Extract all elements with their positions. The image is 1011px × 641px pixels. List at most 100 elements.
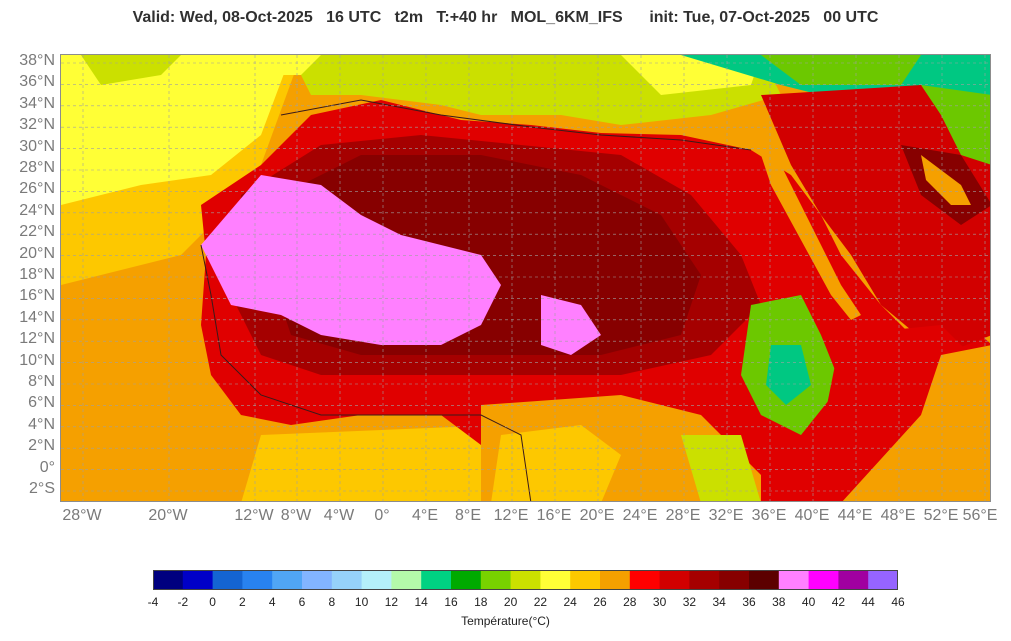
lon-label: 52°E — [923, 507, 959, 524]
lon-label: 40°E — [794, 507, 830, 524]
anatolia-green — [761, 55, 921, 85]
lon-label: 12°W — [234, 507, 274, 524]
colorbar-swatch — [242, 570, 273, 590]
lat-label: 36°N — [19, 73, 55, 91]
colorbar-tick-label: 34 — [712, 595, 726, 609]
lon-label: 44°E — [837, 507, 873, 524]
colorbar-tick-label: 24 — [563, 595, 577, 609]
lon-label: 16°E — [536, 507, 572, 524]
colorbar-swatch — [719, 570, 750, 590]
east-africa-green — [681, 435, 761, 501]
colorbar-swatch — [391, 570, 422, 590]
map-title: Valid: Wed, 08-Oct-2025 16 UTC t2m T:+40… — [132, 9, 879, 26]
lat-label: 12°N — [19, 330, 55, 348]
colorbar-swatch — [659, 570, 690, 590]
lat-label: 2°S — [29, 480, 55, 497]
lat-lon-grid — [61, 55, 990, 501]
lat-label: 20°N — [19, 244, 55, 262]
lon-label: 0° — [374, 507, 390, 524]
lon-label: 56°E — [962, 507, 998, 524]
lat-label: 34°N — [19, 94, 55, 112]
lat-label: 30°N — [19, 137, 55, 155]
colorbar-tick-label: 22 — [533, 595, 548, 609]
lon-label: 28°E — [665, 507, 701, 524]
lat-label: 18°N — [19, 266, 55, 283]
ethiopian-highland-teal — [766, 345, 811, 405]
colorbar-swatch — [182, 570, 214, 590]
colorbar-tick-label: 46 — [891, 595, 905, 609]
lon-label: 12°E — [493, 507, 529, 524]
colorbar-tick-label: 26 — [593, 595, 607, 609]
colorbar-tick-label: 28 — [623, 595, 637, 609]
lat-label: 24°N — [19, 201, 55, 219]
lon-label: 4°E — [412, 507, 438, 524]
indian-ocean — [842, 345, 990, 501]
lat-label: 4°N — [28, 415, 55, 433]
lon-label: 48°E — [880, 507, 916, 524]
lon-label: 20°E — [579, 507, 615, 524]
red-sea — [761, 155, 861, 320]
arabia-coast-yellow — [921, 85, 990, 165]
lat-label: 6°N — [28, 394, 55, 412]
lon-label: 8°E — [455, 507, 481, 524]
lon-label: 4°W — [323, 507, 355, 524]
colorbar-tick-label: 32 — [682, 595, 697, 609]
atlantic-temperate-band — [61, 55, 291, 205]
colorbar-swatch — [689, 570, 720, 590]
colorbar-swatch — [480, 570, 512, 590]
lat-label: 14°N — [19, 308, 55, 326]
persian-gulf — [921, 155, 971, 205]
temperature-map[interactable] — [60, 54, 991, 502]
colorbar-swatch — [302, 570, 333, 590]
lat-label: 28°N — [19, 159, 55, 176]
colorbar-tick-label: 4 — [268, 595, 276, 609]
colorbar-tick-label: 12 — [384, 595, 399, 609]
colorbar-tick-label: 30 — [652, 595, 667, 609]
colorbar-tick-label: 0 — [209, 595, 216, 609]
colorbar-swatch — [451, 570, 482, 590]
lat-label: 38°N — [19, 52, 55, 69]
colorbar — [153, 570, 898, 590]
lat-label: 32°N — [19, 116, 55, 134]
colorbar-swatch — [153, 570, 184, 590]
colorbar-swatch — [749, 570, 780, 590]
colorbar-swatch — [629, 570, 661, 590]
colorbar-tick-label: 10 — [354, 595, 369, 609]
iberia — [211, 55, 321, 75]
colorbar-title: Température(°C) — [461, 614, 550, 628]
lon-label: 36°E — [751, 507, 787, 524]
lat-label: 16°N — [19, 287, 55, 305]
colorbar-swatch — [838, 570, 869, 590]
colorbar-tick-label: 38 — [772, 595, 786, 609]
colorbar-tick-label: 40 — [801, 595, 816, 609]
colorbar-tick-label: 18 — [474, 595, 488, 609]
lon-label: 28°W — [62, 507, 102, 524]
colorbar-swatch — [361, 570, 392, 590]
sahara-pink-east — [541, 295, 601, 355]
colorbar-swatch — [570, 570, 601, 590]
colorbar-tick-label: 20 — [503, 595, 518, 609]
colorbar-tick-label: 42 — [831, 595, 846, 609]
colorbar-swatch — [540, 570, 571, 590]
lon-label: 8°W — [280, 507, 312, 524]
colorbar-swatch — [272, 570, 303, 590]
lat-label: 8°N — [28, 373, 55, 390]
lat-label: 2°N — [28, 437, 55, 455]
horn-of-africa — [782, 325, 971, 501]
colorbar-swatch — [421, 570, 452, 590]
lon-label: 20°W — [148, 507, 188, 524]
lat-label: 10°N — [19, 351, 55, 369]
colorbar-swatch — [600, 570, 631, 590]
colorbar-border — [153, 570, 898, 590]
colorbar-swatch — [331, 570, 363, 590]
lat-label: 22°N — [19, 223, 55, 241]
colorbar-tick-label: 8 — [328, 595, 336, 609]
colorbar-tick-label: 16 — [444, 595, 458, 609]
lon-label: 24°E — [622, 507, 658, 524]
colorbar-tick-label: 14 — [414, 595, 428, 609]
colorbar-swatch — [778, 570, 810, 590]
lat-label: 26°N — [19, 180, 55, 198]
colorbar-tick-label: -4 — [147, 595, 159, 609]
coastline — [200, 244, 532, 501]
colorbar-tick-label: 2 — [239, 595, 246, 609]
